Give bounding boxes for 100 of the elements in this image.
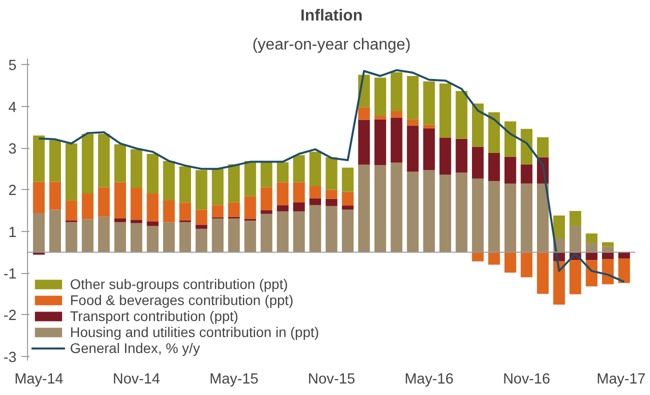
- chart-subtitle: (year-on-year change): [252, 36, 411, 54]
- bar: [406, 172, 419, 252]
- x-tick-label: May-16: [404, 372, 454, 388]
- bar: [488, 153, 500, 181]
- bar: [146, 154, 159, 194]
- bar: [196, 210, 208, 225]
- bar: [276, 162, 289, 182]
- chart-title: Inflation: [300, 8, 363, 24]
- bar: [570, 260, 582, 294]
- bar: [244, 160, 256, 196]
- x-tick-label: Nov-15: [308, 372, 356, 388]
- bar: [179, 202, 192, 221]
- bar: [212, 205, 224, 218]
- bar: [163, 222, 175, 252]
- bar: [520, 128, 532, 164]
- bar: [276, 205, 289, 212]
- bar: [602, 259, 614, 284]
- bar: [98, 134, 110, 188]
- bar: [358, 107, 370, 120]
- bar: [244, 196, 256, 219]
- bar: [358, 164, 370, 252]
- y-tick-label: 3: [8, 142, 17, 158]
- bar: [520, 164, 532, 184]
- bar: [98, 187, 110, 217]
- bar: [244, 220, 256, 252]
- bar: [66, 222, 78, 252]
- bar: [66, 143, 78, 201]
- bar: [488, 180, 500, 252]
- bar: [439, 174, 452, 252]
- bar: [504, 252, 516, 273]
- bar: [146, 226, 159, 252]
- bar: [342, 192, 354, 206]
- bar: [456, 138, 468, 173]
- bar: [472, 103, 484, 147]
- bar: [553, 261, 565, 305]
- y-tick-label: 2: [8, 183, 17, 200]
- bar: [406, 126, 419, 172]
- bar: [472, 146, 484, 178]
- bar: [406, 119, 419, 126]
- bar: [504, 183, 516, 252]
- bar: [374, 119, 386, 166]
- bar: [228, 164, 240, 202]
- bar: [374, 116, 386, 120]
- bar: [586, 260, 598, 286]
- legend-label: Housing and utilities contribution in (ppt): [70, 324, 320, 340]
- bar: [146, 193, 159, 222]
- bar: [293, 211, 305, 252]
- bar: [456, 90, 468, 139]
- y-tick-label: -1: [3, 266, 17, 283]
- bar: [439, 83, 452, 138]
- bar: [276, 211, 289, 252]
- bar: [488, 252, 500, 265]
- bar: [342, 210, 354, 252]
- x-tick-label: May-14: [14, 372, 64, 388]
- bar: [228, 218, 240, 252]
- bar: [439, 138, 452, 175]
- bar: [276, 182, 289, 206]
- bar: [260, 214, 272, 252]
- bar: [570, 210, 582, 226]
- bar: [423, 124, 435, 128]
- bar: [520, 183, 532, 252]
- bar: [309, 152, 322, 186]
- bar: [212, 168, 224, 206]
- bar: [553, 216, 565, 238]
- bar: [114, 144, 126, 182]
- bar: [82, 134, 94, 194]
- bar: [82, 193, 94, 220]
- bar: [423, 128, 435, 170]
- bar: [472, 252, 484, 262]
- bar: [586, 243, 598, 252]
- bar: [146, 221, 159, 226]
- bar: [293, 155, 305, 182]
- bar: [602, 252, 614, 260]
- bar: [326, 206, 338, 252]
- bar: [212, 218, 224, 252]
- legend-label: Food & beverages contribution (ppt): [70, 292, 294, 308]
- bar: [179, 222, 192, 252]
- y-tick-label: 1: [8, 224, 17, 241]
- bar: [374, 165, 386, 252]
- bar: [196, 228, 208, 252]
- bar: [163, 200, 175, 222]
- bar: [309, 198, 322, 206]
- bar: [618, 258, 630, 284]
- bar: [228, 202, 240, 217]
- bar: [586, 233, 598, 244]
- bar: [618, 252, 630, 258]
- bar: [406, 76, 419, 120]
- bar: [49, 182, 61, 210]
- bar: [390, 118, 402, 163]
- bar: [520, 252, 532, 278]
- y-tick-label: 4: [8, 100, 17, 116]
- bar: [536, 252, 549, 294]
- bar: [358, 120, 370, 165]
- bar: [390, 72, 402, 111]
- x-tick-label: May-15: [210, 372, 258, 388]
- x-tick-label: Nov-16: [502, 372, 550, 388]
- legend-label: Transport contribution (ppt): [70, 308, 238, 324]
- bar: [130, 188, 142, 220]
- bar: [163, 160, 175, 201]
- bar: [586, 252, 598, 260]
